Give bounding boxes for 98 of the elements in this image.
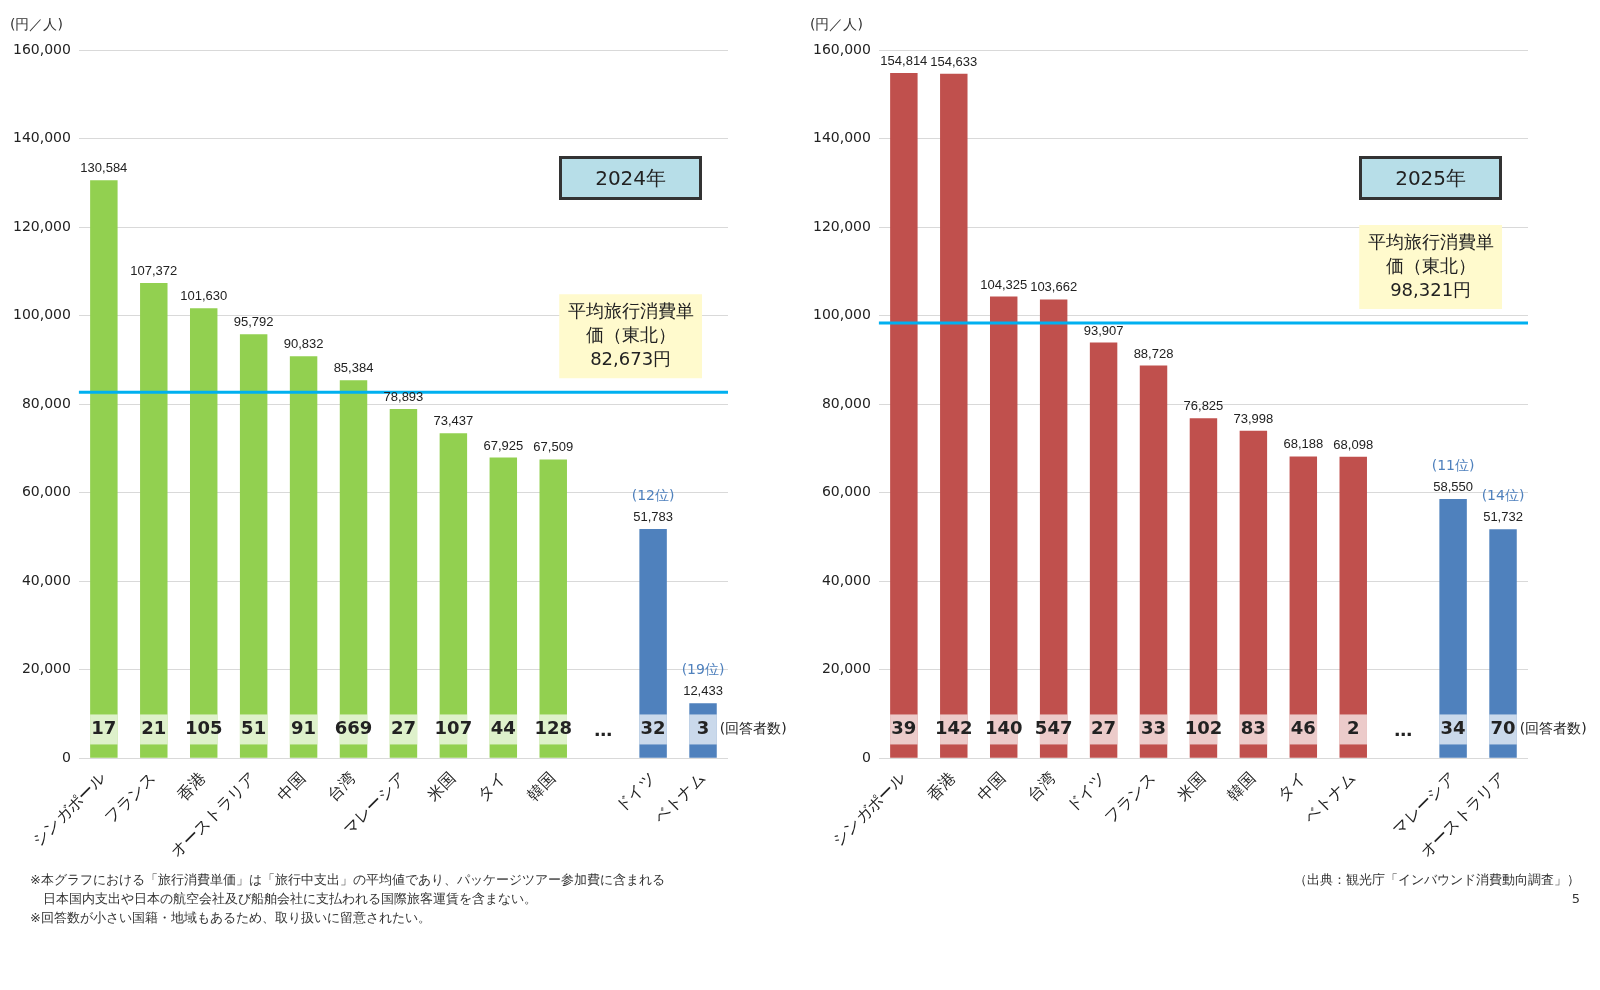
data-label: 103,662: [1030, 279, 1078, 295]
y-tick-label: 20,000: [821, 660, 871, 677]
data-label: 130,584: [80, 160, 128, 176]
annotation: 34: [1440, 717, 1466, 739]
data-label: 90,832: [283, 336, 324, 352]
y-tick-label: 40,000: [821, 571, 871, 588]
x-tick-label: 米国: [1173, 768, 1210, 805]
data-label: 68,188: [1283, 436, 1324, 452]
data-label: 104,325: [980, 276, 1028, 292]
data-label: 58,550: [1433, 479, 1473, 495]
title-box: 2025年: [1359, 156, 1502, 201]
annotation: 33: [1140, 717, 1167, 739]
x-tick-label: タイ: [473, 768, 510, 805]
data-label: 76,825: [1183, 398, 1224, 414]
data-label: 51,732: [1483, 509, 1523, 525]
annotation: 46: [1290, 717, 1316, 739]
annotation: 51: [241, 717, 267, 739]
annotation: 102: [1184, 717, 1223, 739]
y-tick-label: 140,000: [812, 129, 871, 146]
x-tick-label: 韓国: [522, 768, 560, 805]
x-tick-label: フランス: [1100, 768, 1160, 828]
text: 5: [1570, 890, 1580, 908]
y-axis-title: (円／人): [10, 15, 63, 32]
annotation: (回答者数): [1519, 720, 1587, 739]
y-tick-label: 40,000: [21, 571, 71, 588]
y-tick-label: 60,000: [21, 483, 71, 500]
text: ※回答数が小さい国籍・地域もあるため、取り扱いに留意されたい。: [30, 909, 432, 927]
data-label: 67,509: [533, 439, 574, 455]
data-label: 88,728: [1133, 345, 1174, 361]
x-tick-label: 中国: [273, 768, 310, 805]
data-label: 154,633: [930, 53, 978, 69]
annotation: (14位): [1481, 486, 1525, 503]
annotation: 91: [291, 717, 317, 739]
y-tick-label: 0: [861, 748, 871, 765]
annotation: 140: [984, 717, 1023, 739]
annotation: 21: [141, 717, 167, 739]
data-label: 85,384: [333, 360, 374, 376]
annotation: 669: [334, 717, 373, 739]
annotation: 32: [640, 717, 666, 739]
annotation: 70: [1490, 717, 1516, 739]
data-label: 107,372: [130, 263, 178, 279]
x-tick-label: 台湾: [323, 768, 360, 805]
x-tick-label: 韓国: [1223, 768, 1260, 805]
ref-line-label: 平均旅行消費単価（東北）98,321円: [1367, 230, 1494, 300]
data-label: 51,783: [633, 509, 673, 525]
data-label: 68,098: [1333, 436, 1374, 452]
annotation: 3: [696, 717, 710, 739]
annotation: (11位): [1431, 456, 1475, 473]
annotation: 27: [390, 717, 416, 739]
data-label: 73,437: [433, 413, 474, 429]
annotation: 83: [1240, 717, 1266, 739]
y-tick-label: 120,000: [812, 217, 871, 234]
annotation: …: [594, 718, 613, 740]
data-label: 101,630: [180, 288, 228, 304]
y-tick-label: 100,000: [812, 306, 871, 323]
data-label: 67,925: [483, 437, 524, 453]
y-tick-label: 160,000: [812, 40, 871, 57]
annotation: 107: [434, 717, 473, 739]
y-tick-label: 80,000: [21, 394, 71, 411]
data-label: 95,792: [233, 314, 274, 330]
data-label: 154,814: [880, 53, 928, 69]
annotation: 142: [935, 717, 973, 739]
annotation: 105: [184, 717, 223, 739]
text: ※本グラフにおける「旅行消費単価」は「旅行中支出」の平均値であり、パッケージツアー参加費に含まれる: [30, 871, 666, 889]
x-tick-label: シンガポール: [828, 768, 910, 850]
title-box: 2024年: [559, 156, 702, 201]
y-tick-label: 120,000: [12, 217, 71, 234]
x-tick-label: 中国: [973, 768, 1010, 805]
annotation: (19位): [681, 660, 725, 677]
ref-line-label: 平均旅行消費単価（東北）82,673円: [567, 299, 694, 369]
annotation: (回答者数): [719, 720, 787, 739]
annotation: …: [1394, 718, 1413, 740]
annotation: (12位): [631, 486, 675, 503]
y-tick-label: 80,000: [821, 394, 871, 411]
y-tick-label: 100,000: [12, 306, 71, 323]
text: 日本国内支出や日本の航空会社及び船舶会社に支払われる国際旅客運賃を含まない。: [42, 890, 538, 908]
y-tick-label: 60,000: [821, 483, 871, 500]
y-tick-label: 140,000: [12, 129, 71, 146]
annotation: 44: [490, 717, 516, 739]
x-tick-label: 米国: [423, 768, 460, 805]
data-label: 12,433: [683, 683, 723, 699]
x-tick-label: 香港: [173, 768, 210, 805]
annotation: 27: [1091, 717, 1117, 739]
x-tick-label: タイ: [1273, 768, 1310, 805]
annotation: 547: [1034, 717, 1073, 739]
data-label: 73,998: [1233, 410, 1274, 426]
annotation: 17: [91, 717, 117, 739]
y-tick-label: 0: [61, 748, 71, 765]
y-tick-label: 160,000: [12, 40, 71, 57]
annotation: 39: [891, 717, 917, 739]
text: （出典：観光庁「インバウンド消費動向調査」）: [1293, 871, 1580, 889]
y-axis-title: (円／人): [810, 15, 863, 32]
y-tick-label: 20,000: [21, 660, 71, 677]
x-tick-label: 香港: [923, 768, 960, 805]
annotation: 128: [534, 717, 573, 739]
data-label: 93,907: [1083, 322, 1124, 338]
annotation: 2: [1346, 717, 1360, 739]
x-tick-label: 台湾: [1023, 768, 1060, 805]
